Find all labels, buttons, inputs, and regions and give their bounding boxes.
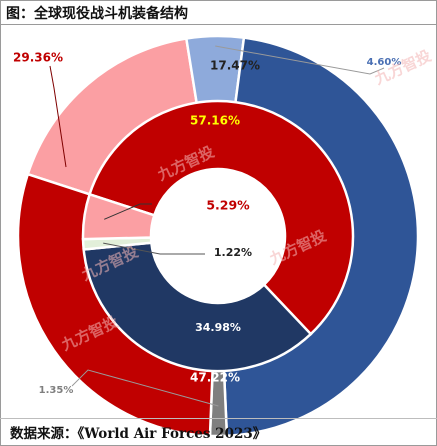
- title-divider: [0, 24, 437, 25]
- leader-inner-3: [104, 203, 152, 220]
- leader-lines: [49, 45, 385, 407]
- outer-label-3: 1.35%: [39, 385, 74, 396]
- leader-outer-4: [49, 65, 67, 168]
- leader-inner-2: [103, 242, 205, 255]
- inner-label-1: 34.98%: [195, 321, 241, 334]
- outer-label-4: 29.36%: [13, 51, 63, 65]
- inner-slice-1: [82, 241, 313, 373]
- leader-outer-1: [215, 45, 385, 75]
- outer-label-0: 17.47%: [210, 59, 260, 73]
- inner-label-2: 1.22%: [214, 246, 252, 259]
- inner-slice-0: [88, 99, 355, 336]
- source-divider: [0, 418, 437, 419]
- inner-label-0: 57.16%: [190, 114, 240, 128]
- watermark-0: 九方智投: [371, 47, 434, 89]
- inner-slice-3: [81, 192, 156, 241]
- leader-outer-3: [71, 369, 219, 407]
- outer-label-2: 47.22%: [190, 371, 240, 385]
- outer-label-1: 4.60%: [367, 57, 402, 68]
- source-note: 数据来源：《World Air Forces 2023》: [10, 426, 267, 442]
- inner-label-3: 5.29%: [206, 198, 250, 213]
- inner-ring: [81, 99, 355, 373]
- chart-title: 图：全球现役战斗机装备结构: [6, 6, 188, 22]
- data-labels: 17.47% 47.22% 29.36% 4.60% 1.35% 57.16% 34.98%…: [13, 51, 401, 397]
